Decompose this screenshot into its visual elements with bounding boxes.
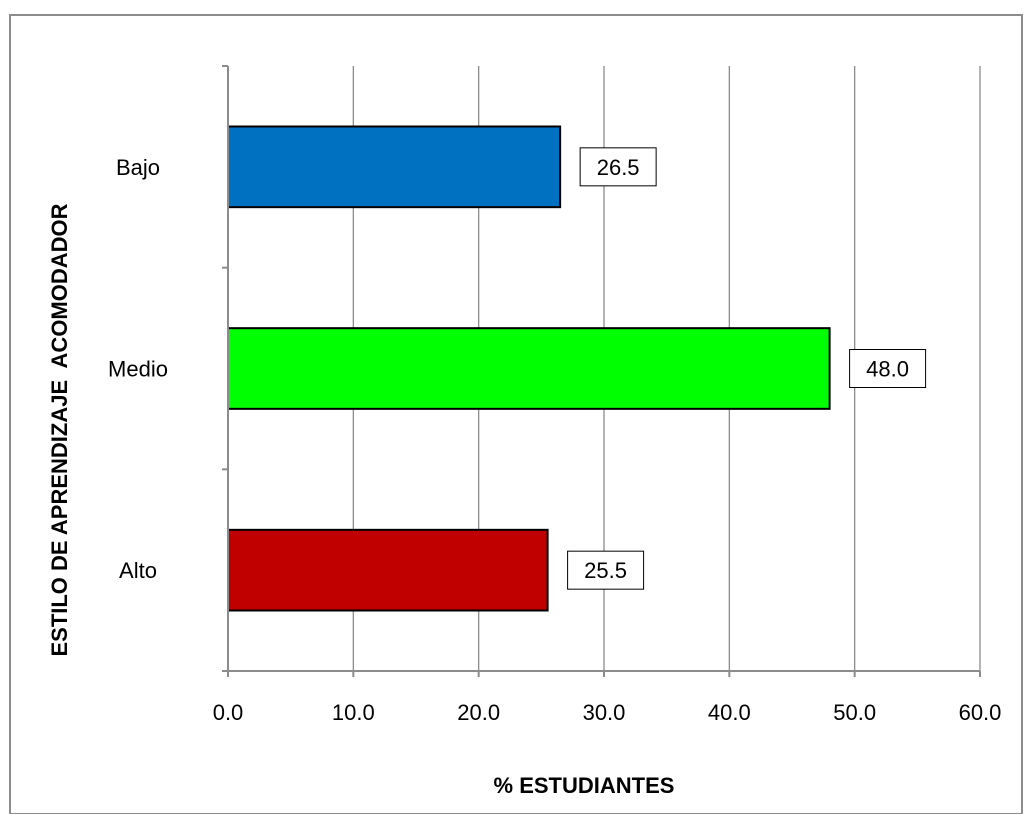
data-label-box xyxy=(849,349,927,388)
labels: 0.0 10.0 20.0 30.0 40.0 50.0 60.0 Bajo 26.5 Medio… xyxy=(108,147,1002,725)
y-axis-title: ESTILO DE APRENDIZAJE ACOMODADOR xyxy=(47,203,72,656)
x-tick-label: 50.0 xyxy=(833,700,876,725)
x-axis-title: % ESTUDIANTES xyxy=(494,773,675,798)
category-label: Medio xyxy=(108,357,168,382)
data-label: 26.5 xyxy=(597,155,640,180)
x-tick-label: 0.0 xyxy=(213,700,244,725)
data-label: 48.0 xyxy=(866,357,909,382)
category-label: Alto xyxy=(119,558,157,583)
data-label-box xyxy=(579,147,657,187)
x-tick-label: 20.0 xyxy=(457,700,500,725)
data-label-box xyxy=(567,550,645,590)
axes xyxy=(222,65,981,677)
x-tick-label: 40.0 xyxy=(708,700,751,725)
bar xyxy=(227,125,562,209)
x-tick-label: 60.0 xyxy=(959,700,1002,725)
bars xyxy=(227,125,831,612)
bar xyxy=(227,327,831,410)
data-label: 25.5 xyxy=(584,558,627,583)
bar xyxy=(227,528,549,612)
x-tick-label: 30.0 xyxy=(583,700,626,725)
x-tick-label: 10.0 xyxy=(332,700,375,725)
category-label: Bajo xyxy=(116,155,160,180)
